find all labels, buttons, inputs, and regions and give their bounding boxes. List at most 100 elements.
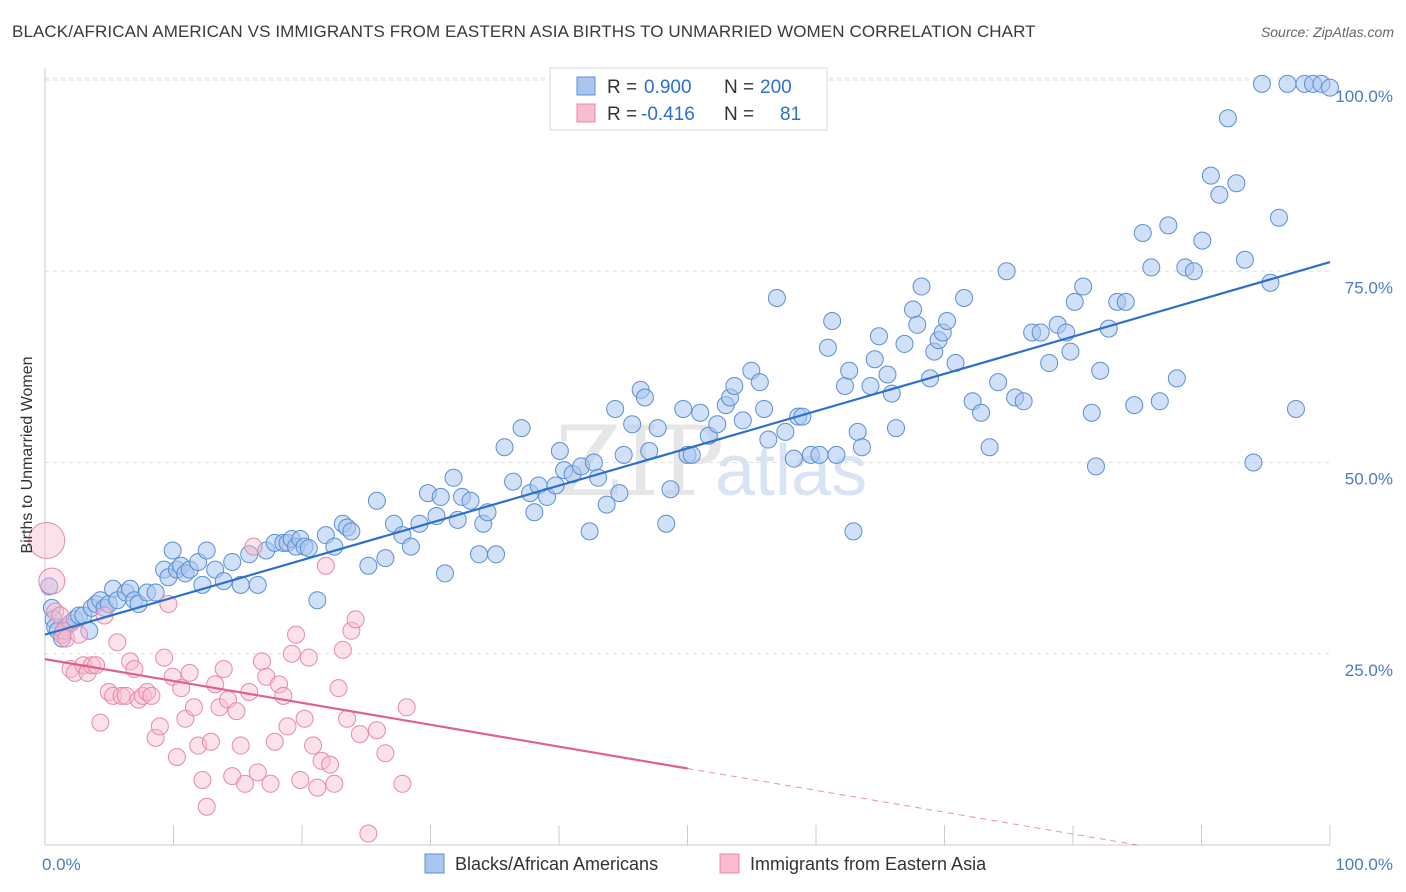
point-blacks-172 [1159, 216, 1178, 235]
point-blacks-56 [359, 556, 378, 575]
point-blacks-161 [1074, 277, 1093, 296]
point-blacks-156 [1040, 354, 1059, 373]
point-blacks-112 [750, 373, 769, 392]
trend-line-blacks [44, 261, 1331, 636]
point-eastern-asia-58 [278, 717, 297, 736]
point-eastern-asia-29 [155, 648, 174, 667]
point-blacks-136 [895, 334, 914, 353]
point-blacks-75 [495, 438, 514, 457]
point-eastern-asia-35 [180, 663, 199, 682]
point-blacks-164 [1091, 361, 1110, 380]
point-eastern-asia-54 [261, 774, 280, 793]
point-eastern-asia-66 [312, 751, 331, 770]
point-eastern-asia-36 [184, 698, 203, 717]
point-eastern-asia-80 [397, 698, 416, 717]
point-blacks-139 [912, 277, 931, 296]
point-blacks-148 [972, 403, 991, 422]
point-blacks-183 [1252, 74, 1271, 93]
legend-n-label-1: N = [724, 77, 754, 98]
legend-n-label-2: N = [724, 104, 754, 125]
point-blacks-122 [818, 338, 837, 357]
point-blacks-126 [840, 361, 859, 380]
point-eastern-asia-3 [51, 606, 70, 625]
point-blacks-99 [657, 514, 676, 533]
point-eastern-asia-48 [235, 774, 254, 793]
point-eastern-asia-41 [206, 675, 225, 694]
point-eastern-asia-0 [28, 522, 66, 560]
point-eastern-asia-32 [167, 748, 186, 767]
point-blacks-66 [435, 564, 454, 583]
point-blacks-191 [1321, 78, 1339, 97]
point-blacks-162 [1082, 403, 1101, 422]
point-blacks-58 [376, 549, 395, 568]
point-blacks-175 [1184, 262, 1203, 281]
point-eastern-asia-52 [253, 652, 272, 671]
point-eastern-asia-39 [197, 797, 216, 816]
point-eastern-asia-14 [91, 713, 110, 732]
bottom-legend-swatch-pink [719, 853, 740, 874]
point-blacks-180 [1227, 174, 1246, 193]
x-tick-label-min: 0.0% [42, 855, 81, 874]
point-eastern-asia-47 [231, 736, 250, 755]
point-blacks-151 [997, 262, 1016, 281]
legend-n-value-2: 81 [780, 104, 801, 125]
point-blacks-101 [674, 399, 693, 418]
watermark-atlas: atlas [715, 431, 867, 511]
point-blacks-153 [1014, 392, 1033, 411]
point-blacks-94 [623, 415, 642, 434]
point-blacks-91 [606, 399, 625, 418]
x-tick-label-max: 100.0% [1335, 855, 1393, 874]
point-blacks-49 [299, 539, 318, 558]
point-blacks-93 [614, 445, 633, 464]
point-blacks-144 [938, 311, 957, 330]
point-eastern-asia-62 [295, 709, 314, 728]
point-eastern-asia-75 [350, 725, 369, 744]
point-blacks-125 [835, 377, 854, 395]
point-eastern-asia-59 [282, 644, 301, 663]
y-tick-label-100: 100.0% [1335, 87, 1393, 106]
point-blacks-0 [40, 577, 59, 596]
point-blacks-106 [708, 415, 727, 434]
point-blacks-98 [648, 419, 667, 438]
point-eastern-asia-27 [146, 728, 165, 747]
y-axis-label: Births to Unmarried Women [19, 356, 36, 553]
legend-r-value-1: 0.900 [644, 77, 692, 98]
point-blacks-187 [1286, 399, 1305, 418]
point-eastern-asia-13 [87, 656, 106, 675]
point-blacks-55 [342, 522, 361, 541]
point-blacks-109 [725, 377, 744, 395]
point-eastern-asia-77 [367, 721, 386, 740]
chart-source: Source: ZipAtlas.com [1260, 24, 1394, 40]
point-eastern-asia-70 [329, 679, 348, 698]
point-blacks-96 [635, 388, 654, 407]
point-blacks-182 [1244, 453, 1263, 472]
point-eastern-asia-38 [193, 770, 212, 789]
point-blacks-24 [146, 583, 165, 602]
point-blacks-116 [776, 422, 795, 441]
point-blacks-92 [610, 484, 629, 503]
point-blacks-104 [691, 403, 710, 422]
point-blacks-171 [1150, 392, 1169, 411]
point-blacks-163 [1086, 457, 1105, 476]
legend-swatch-pink [576, 103, 596, 123]
point-eastern-asia-18 [108, 633, 127, 652]
point-eastern-asia-71 [333, 640, 352, 659]
x-tick-labels: 0.0% 100.0% [42, 855, 1393, 874]
point-blacks-87 [580, 522, 599, 541]
point-blacks-137 [904, 300, 923, 319]
point-blacks-186 [1278, 74, 1297, 93]
point-eastern-asia-40 [201, 732, 220, 751]
trend-lines [44, 261, 1331, 846]
point-eastern-asia-64 [304, 736, 323, 755]
point-blacks-114 [759, 430, 778, 449]
axes [44, 68, 1331, 846]
point-blacks-170 [1142, 258, 1161, 277]
point-blacks-70 [461, 491, 480, 510]
point-blacks-113 [755, 399, 774, 418]
point-blacks-155 [1031, 323, 1050, 342]
point-blacks-79 [525, 503, 544, 522]
point-eastern-asia-1 [38, 567, 66, 595]
point-blacks-115 [767, 289, 786, 308]
series-eastern-asia-points [28, 522, 416, 843]
point-eastern-asia-43 [214, 660, 233, 679]
